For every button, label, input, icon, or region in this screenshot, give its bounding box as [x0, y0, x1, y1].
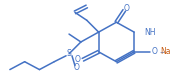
Text: Na: Na [160, 47, 170, 56]
Text: S: S [67, 49, 71, 58]
Text: O: O [74, 63, 80, 72]
Text: O: O [123, 4, 129, 13]
Text: O: O [152, 47, 158, 56]
Text: −: − [160, 49, 164, 54]
Text: O: O [75, 55, 81, 64]
Text: NH: NH [144, 28, 155, 37]
